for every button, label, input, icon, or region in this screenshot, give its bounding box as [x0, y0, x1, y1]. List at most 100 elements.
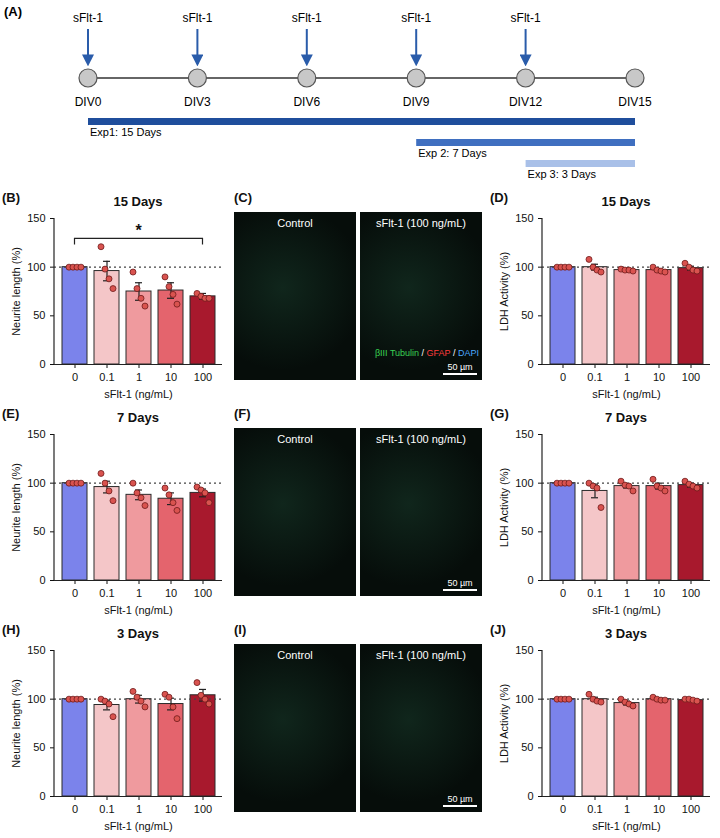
svg-text:100: 100: [194, 587, 212, 599]
svg-text:100: 100: [27, 477, 45, 489]
html-text:(G): (G): [490, 406, 509, 421]
svg-text:100: 100: [515, 477, 533, 489]
html-text:(F): (F): [234, 406, 251, 421]
svg-text:sFlt-1 (ng/mL): sFlt-1 (ng/mL): [104, 388, 172, 400]
html-text:(E): (E): [2, 406, 20, 421]
svg-text:100: 100: [27, 693, 45, 705]
svg-text:sFlt-1 (ng/mL): sFlt-1 (ng/mL): [104, 820, 172, 832]
svg-text:Exp1: 15 Days: Exp1: 15 Days: [90, 126, 162, 138]
svg-text:100: 100: [515, 261, 533, 273]
svg-text:0.1: 0.1: [99, 371, 114, 383]
svg-text:0: 0: [527, 358, 533, 370]
svg-text:0: 0: [72, 803, 78, 815]
svg-text:0.1: 0.1: [587, 587, 602, 599]
svg-text:(A): (A): [4, 4, 22, 19]
svg-text:0: 0: [560, 803, 566, 815]
svg-text:10: 10: [165, 803, 177, 815]
svg-text:LDH Activity (%): LDH Activity (%): [498, 252, 510, 331]
svg-text:50: 50: [33, 525, 45, 537]
svg-text:LDH Activity (%): LDH Activity (%): [498, 468, 510, 547]
html-text:(B): (B): [2, 190, 20, 205]
html-text:7 Days: 7 Days: [117, 410, 159, 425]
svg-text:DIV6: DIV6: [293, 95, 320, 109]
svg-text:sFlt-1: sFlt-1: [73, 11, 103, 25]
html-text:(D): (D): [490, 190, 508, 205]
svg-text:150: 150: [515, 428, 533, 440]
svg-text:Neurite length (%): Neurite length (%): [10, 463, 22, 552]
svg-text:sFlt-1: sFlt-1: [292, 11, 322, 25]
svg-text:0: 0: [527, 790, 533, 802]
svg-text:Neurite length (%): Neurite length (%): [10, 679, 22, 768]
html-text:sFlt-1 (100 ng/mL): sFlt-1 (100 ng/mL): [376, 217, 466, 229]
svg-text:sFlt-1: sFlt-1: [182, 11, 212, 25]
svg-text:Neurite length (%): Neurite length (%): [10, 247, 22, 336]
html-text:15 Days: 15 Days: [113, 194, 163, 209]
svg-text:150: 150: [27, 428, 45, 440]
svg-text:sFlt-1 (ng/mL): sFlt-1 (ng/mL): [104, 604, 172, 616]
svg-text:1: 1: [624, 371, 630, 383]
svg-text:10: 10: [165, 587, 177, 599]
svg-text:DIV12: DIV12: [509, 95, 543, 109]
svg-text:0: 0: [527, 574, 533, 586]
svg-text:Exp 3: 3 Days: Exp 3: 3 Days: [528, 168, 597, 180]
html-text:Control: Control: [277, 433, 313, 445]
svg-text:0: 0: [560, 587, 566, 599]
html-text:15 Days: 15 Days: [601, 194, 651, 209]
html-text:(I): (I): [234, 622, 247, 637]
svg-text:0: 0: [39, 574, 45, 586]
svg-text:sFlt-1: sFlt-1: [511, 11, 541, 25]
svg-text:Exp 2: 7 Days: Exp 2: 7 Days: [418, 147, 487, 159]
svg-text:100: 100: [194, 371, 212, 383]
svg-text:0: 0: [39, 790, 45, 802]
svg-text:sFlt-1 (ng/mL): sFlt-1 (ng/mL): [592, 604, 660, 616]
svg-text:150: 150: [27, 644, 45, 656]
svg-text:50: 50: [521, 309, 533, 321]
svg-text:1: 1: [624, 803, 630, 815]
svg-text:50: 50: [521, 741, 533, 753]
svg-text:0: 0: [72, 587, 78, 599]
svg-text:1: 1: [136, 587, 142, 599]
svg-text:LDH Activity (%): LDH Activity (%): [498, 684, 510, 763]
html-text:3 Days: 3 Days: [605, 626, 647, 641]
html-text:(J): (J): [490, 622, 506, 637]
svg-text:sFlt-1 (ng/mL): sFlt-1 (ng/mL): [592, 388, 660, 400]
svg-text:50: 50: [33, 741, 45, 753]
svg-text:sFlt-1: sFlt-1: [401, 11, 431, 25]
svg-text:10: 10: [165, 371, 177, 383]
svg-text:sFlt-1 (ng/mL): sFlt-1 (ng/mL): [592, 820, 660, 832]
svg-text:0.1: 0.1: [587, 371, 602, 383]
svg-text:100: 100: [682, 587, 700, 599]
svg-text:150: 150: [27, 212, 45, 224]
svg-text:150: 150: [515, 644, 533, 656]
html-text:7 Days: 7 Days: [605, 410, 647, 425]
svg-text:100: 100: [682, 371, 700, 383]
svg-text:50: 50: [33, 309, 45, 321]
html-text:3 Days: 3 Days: [117, 626, 159, 641]
svg-text:10: 10: [653, 803, 665, 815]
svg-text:1: 1: [136, 371, 142, 383]
svg-text:DIV3: DIV3: [184, 95, 211, 109]
svg-text:0: 0: [72, 371, 78, 383]
svg-text:0: 0: [560, 371, 566, 383]
svg-text:1: 1: [136, 803, 142, 815]
svg-text:DIV0: DIV0: [75, 95, 102, 109]
svg-text:100: 100: [682, 803, 700, 815]
svg-text:1: 1: [624, 587, 630, 599]
html-text:(C): (C): [234, 190, 252, 205]
svg-text:*: *: [135, 222, 142, 239]
svg-text:50: 50: [521, 525, 533, 537]
html-text:Control: Control: [277, 217, 313, 229]
svg-text:0: 0: [39, 358, 45, 370]
svg-text:DIV9: DIV9: [403, 95, 430, 109]
svg-text:0.1: 0.1: [99, 803, 114, 815]
svg-text:100: 100: [515, 693, 533, 705]
svg-text:0.1: 0.1: [587, 803, 602, 815]
svg-text:100: 100: [194, 803, 212, 815]
svg-text:10: 10: [653, 587, 665, 599]
svg-text:150: 150: [515, 212, 533, 224]
svg-text:DIV15: DIV15: [618, 95, 652, 109]
svg-text:100: 100: [27, 261, 45, 273]
svg-text:0.1: 0.1: [99, 587, 114, 599]
html-text:(H): (H): [2, 622, 20, 637]
svg-text:10: 10: [653, 371, 665, 383]
